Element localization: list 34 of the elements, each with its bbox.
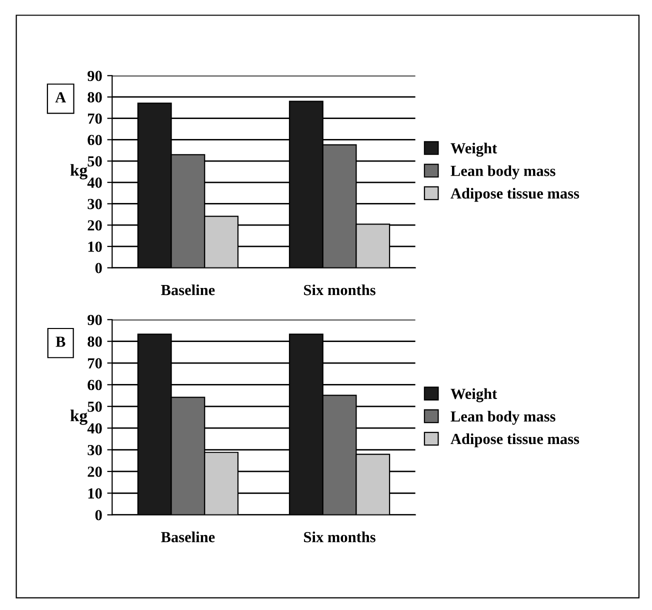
text: B [56,336,66,347]
text: A [55,92,66,102]
y-tick-label: 10 [88,488,102,499]
legend-label: Lean body mass [450,410,556,425]
y-tick-label: 50 [88,156,102,166]
x-tick-label: Baseline [161,532,215,542]
y-axis-title: kg [70,410,88,425]
y-tick-label: 90 [88,314,102,326]
y-tick-label: 60 [88,380,102,390]
x-tick-label: Baseline [161,284,215,296]
y-tick-label: 80 [88,92,102,102]
legend-label: Adipose tissue mass [450,433,580,448]
y-tick-label: 70 [88,358,102,368]
x-tick-label: Six months [304,284,376,296]
y-tick-label: 90 [88,70,102,82]
y-tick-label: 0 [95,510,102,520]
y-tick-label: 80 [88,336,102,347]
legend-label: Weight [450,142,498,157]
y-tick-label: 70 [88,113,102,124]
y-tick-label: 20 [88,466,102,477]
y-tick-label: 10 [88,242,102,252]
y-tick-label: 50 [88,402,102,412]
x-tick-label: Six months [304,532,376,542]
y-tick-label: 20 [88,220,102,231]
legend-label: Lean body mass [450,165,556,180]
y-tick-label: 40 [87,423,102,434]
legend-label: Weight [450,388,498,402]
y-tick-label: 30 [88,444,102,456]
y-tick-label: 40 [87,178,102,188]
y-tick-label: 0 [95,262,102,274]
legend-label: Adipose tissue mass [450,188,580,202]
y-tick-label: 60 [88,134,102,146]
y-axis-title: kg [70,164,88,180]
y-tick-label: 30 [88,198,102,210]
